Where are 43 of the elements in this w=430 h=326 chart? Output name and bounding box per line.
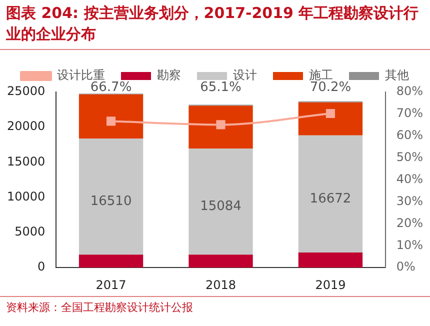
data-label: 15084 — [200, 199, 242, 214]
y-tick-label: 15000 — [6, 154, 46, 168]
bar — [78, 254, 144, 268]
bar — [298, 135, 363, 252]
x-tick-label: 2017 — [96, 278, 126, 292]
bar — [78, 94, 144, 139]
point — [326, 108, 336, 118]
y-tick-label: 20000 — [6, 119, 46, 134]
legend-label: 勘察 — [157, 68, 181, 82]
data-label: 66.7% — [90, 80, 132, 95]
chart-title: 图表 204: 按主营业务划分，2017-2019 年工程勘察设计行业的企业分布 — [0, 0, 430, 50]
y2-tick-label: 0% — [396, 260, 416, 274]
data-label: 16672 — [310, 191, 352, 206]
bar — [298, 102, 363, 136]
legend-label: 其他 — [385, 68, 409, 82]
y-tick-label: 0 — [38, 260, 46, 274]
y2-tick-label: 50% — [396, 150, 423, 164]
bar — [188, 148, 253, 255]
x-tick-label: 2019 — [315, 278, 346, 292]
point — [216, 120, 226, 130]
text: 资料来源：全国工程勘察设计统计公报 — [0, 296, 430, 318]
data-label: 16510 — [90, 194, 132, 209]
bar — [188, 254, 253, 268]
y2-tick-label: 10% — [396, 238, 423, 252]
y2-tick-label: 30% — [396, 194, 423, 208]
bar — [188, 106, 253, 149]
bar — [298, 252, 363, 268]
legend-label: 设计 — [233, 68, 257, 82]
legend-label: 施工 — [309, 68, 333, 82]
legend-label: 设计比重 — [57, 68, 105, 82]
y-tick-label: 25000 — [6, 84, 46, 98]
y2-tick-label: 80% — [396, 84, 423, 98]
y-tick-label: 5000 — [14, 224, 46, 239]
y-tick-label: 10000 — [6, 189, 46, 204]
y2-tick-label: 20% — [396, 216, 423, 230]
x-tick-label: 2018 — [205, 278, 236, 292]
bar — [78, 138, 144, 255]
data-label: 65.1% — [200, 80, 242, 95]
data-label: 70.2% — [310, 80, 352, 95]
point — [106, 116, 116, 126]
y2-tick-label: 40% — [396, 172, 423, 186]
y2-tick-label: 70% — [396, 106, 423, 120]
y2-tick-label: 60% — [396, 128, 423, 142]
